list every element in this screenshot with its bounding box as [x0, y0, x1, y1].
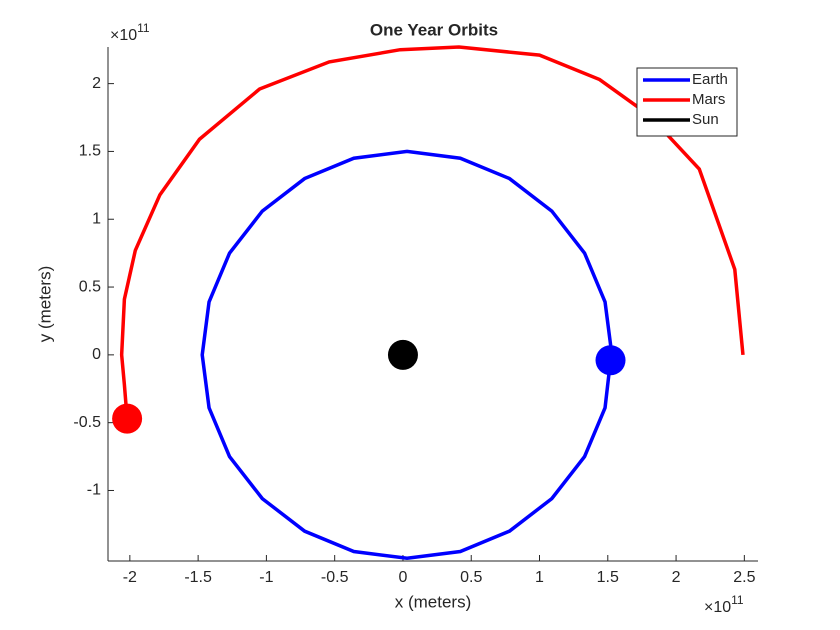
y-tick-label: -1: [87, 482, 101, 499]
x-tick-label: -1.5: [184, 569, 212, 586]
x-multiplier-exponent: 11: [731, 593, 744, 607]
legend-label: Mars: [692, 91, 725, 108]
y-multiplier-base: ×10: [110, 27, 137, 44]
y-tick-label: 0: [92, 346, 101, 363]
x-tick-label: 1: [535, 569, 544, 586]
x-tick-label: -0.5: [321, 569, 349, 586]
body-marker: [387, 339, 418, 370]
y-tick-label: -0.5: [73, 414, 101, 431]
legend-label: Sun: [692, 111, 719, 128]
x-tick-label: 2: [672, 569, 681, 586]
legend-label: Earth: [692, 71, 728, 88]
y-multiplier-exponent: 11: [137, 21, 150, 35]
orbit-line: [200, 149, 614, 561]
y-tick-label: 0.5: [79, 278, 101, 295]
x-multiplier-base: ×10: [704, 599, 731, 616]
y-axis-label: y (meters): [35, 266, 54, 343]
x-tick-label: 1.5: [597, 569, 619, 586]
chart-title: One Year Orbits: [370, 20, 498, 39]
y-multiplier: ×1011: [110, 21, 150, 44]
x-tick-label: 0: [399, 569, 408, 586]
x-axis-label: x (meters): [395, 592, 472, 611]
y-tick-label: 2: [92, 75, 101, 92]
x-tick-label: -2: [123, 569, 137, 586]
x-tick-label: 2.5: [733, 569, 755, 586]
body-marker: [595, 345, 626, 376]
body-marker: [112, 403, 143, 434]
x-tick-label: -1: [259, 569, 273, 586]
y-tick-label: 1.5: [79, 143, 101, 160]
x-multiplier: ×1011: [704, 593, 744, 616]
x-tick-label: 0.5: [460, 569, 482, 586]
y-tick-label: 1: [92, 210, 101, 227]
